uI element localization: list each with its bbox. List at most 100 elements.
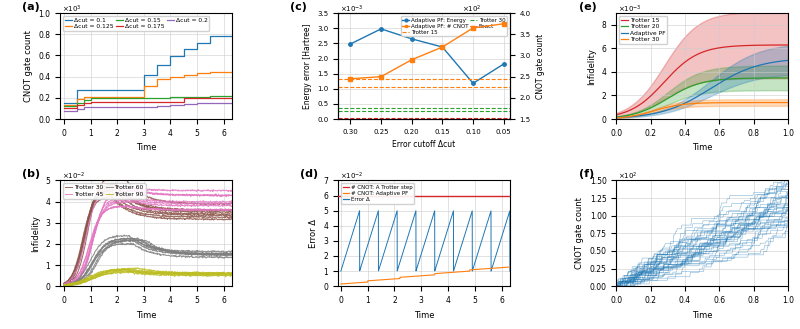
- Trotter 15: [713, 46, 722, 50]
- Text: $\times10^3$: $\times10^3$: [62, 3, 82, 14]
- Δcut = 0.2: [73, 107, 82, 111]
- Line: Trotter 20: Trotter 20: [616, 78, 788, 117]
- Δcut = 0.2: [59, 109, 69, 113]
- Δcut = 0.125: [152, 77, 162, 81]
- Trotter 60: [114, 242, 124, 246]
- Δcut = 0.125: [219, 70, 229, 74]
- Text: (f): (f): [578, 169, 594, 179]
- Legend: # CNOT: A Trotter step, # CNOT: Adaptive PF, Error Δ: # CNOT: A Trotter step, # CNOT: Adaptive…: [341, 183, 414, 204]
- Text: $\times10^{2}$: $\times10^{2}$: [618, 170, 638, 182]
- Δcut = 0.175: [219, 96, 229, 100]
- Y-axis label: CNOT gate count: CNOT gate count: [536, 34, 546, 99]
- Trotter 30: [611, 116, 621, 120]
- Δcut = 0.1: [192, 41, 202, 45]
- Δcut = 0.15: [79, 98, 89, 102]
- Line: Δcut = 0.2: Δcut = 0.2: [64, 103, 232, 111]
- Δcut = 0.175: [166, 100, 175, 104]
- Δcut = 0.1: [206, 35, 215, 38]
- Y-axis label: Infidelity: Infidelity: [587, 48, 596, 85]
- Trotter 60: [166, 254, 175, 258]
- Trotter 30: [111, 181, 121, 185]
- Trotter 45: [126, 206, 136, 210]
- Adaptive PF: [767, 61, 777, 64]
- Legend: Adaptive PF: Energy, Adaptive PF: # CNOT, Trotter 15, Trotter 30, Exact: Adaptive PF: Energy, Adaptive PF: # CNOT…: [401, 16, 507, 37]
- Trotter 30: [767, 101, 777, 105]
- Trotter 30: [713, 101, 722, 105]
- Trotter 20: [767, 76, 777, 80]
- Trotter 60: [129, 241, 138, 245]
- Trotter 15: [756, 43, 766, 47]
- Δcut = 0.15: [59, 104, 69, 108]
- Adaptive PF: [611, 116, 621, 120]
- Text: (b): (b): [22, 169, 40, 179]
- Δcut = 0.15: [139, 96, 149, 100]
- Trotter 60: [62, 284, 71, 288]
- Trotter 15: [783, 43, 793, 47]
- Line: Δcut = 0.1: Δcut = 0.1: [64, 37, 232, 103]
- Δcut = 0.2: [79, 105, 89, 109]
- Δcut = 0.175: [206, 96, 215, 100]
- Line: Δcut = 0.175: Δcut = 0.175: [64, 98, 232, 109]
- Trotter 15: [767, 43, 777, 47]
- Δcut = 0.125: [86, 95, 95, 99]
- Δcut = 0.175: [59, 107, 69, 111]
- Δcut = 0.125: [227, 70, 237, 74]
- X-axis label: Time: Time: [692, 143, 713, 152]
- Δcut = 0.125: [139, 84, 149, 88]
- Δcut = 0.1: [152, 63, 162, 67]
- Y-axis label: Infidelity: Infidelity: [31, 215, 40, 252]
- Adaptive PF: [714, 82, 723, 86]
- Δcut = 0.15: [179, 95, 189, 99]
- Δcut = 0.15: [86, 96, 95, 100]
- Trotter 20: [612, 115, 622, 119]
- Trotter 60: [227, 255, 237, 259]
- Adaptive PF: [783, 58, 793, 62]
- Δcut = 0.2: [219, 101, 229, 105]
- Trotter 90: [60, 284, 70, 288]
- Trotter 90: [59, 283, 69, 287]
- Trotter 45: [79, 260, 89, 264]
- Text: $\times10^{-3}$: $\times10^{-3}$: [340, 3, 363, 14]
- Trotter 20: [783, 76, 793, 80]
- Δcut = 0.1: [79, 88, 89, 92]
- Δcut = 0.15: [206, 94, 215, 98]
- Adaptive PF: [756, 63, 766, 67]
- Trotter 90: [227, 271, 237, 275]
- Δcut = 0.1: [179, 47, 189, 51]
- Trotter 45: [59, 283, 69, 287]
- Y-axis label: Energy error [Hartree]: Energy error [Hartree]: [302, 23, 312, 109]
- Trotter 30: [227, 208, 237, 212]
- Trotter 15: [717, 45, 726, 49]
- Trotter 45: [181, 208, 190, 212]
- Trotter 90: [181, 272, 190, 276]
- Δcut = 0.175: [152, 100, 162, 104]
- Trotter 30: [60, 282, 70, 286]
- Trotter 30: [182, 207, 191, 211]
- Legend: Trotter 30, Trotter 45, Trotter 60, Trotter 90: Trotter 30, Trotter 45, Trotter 60, Trot…: [63, 183, 146, 198]
- Δcut = 0.175: [192, 96, 202, 100]
- Δcut = 0.15: [126, 96, 135, 100]
- Line: Δcut = 0.125: Δcut = 0.125: [64, 72, 232, 105]
- Δcut = 0.2: [126, 105, 135, 109]
- Trotter 60: [181, 255, 190, 259]
- Δcut = 0.125: [179, 73, 189, 77]
- Δcut = 0.125: [113, 95, 122, 99]
- X-axis label: Error cutoff Δcut: Error cutoff Δcut: [392, 140, 456, 149]
- Line: Trotter 90: Trotter 90: [64, 268, 232, 286]
- Δcut = 0.2: [166, 103, 175, 107]
- Δcut = 0.15: [219, 94, 229, 98]
- Text: $\times10^{-2}$: $\times10^{-2}$: [340, 170, 363, 182]
- Δcut = 0.15: [192, 95, 202, 99]
- Δcut = 0.2: [139, 105, 149, 109]
- Δcut = 0.175: [79, 101, 89, 105]
- Trotter 15: [612, 113, 622, 116]
- Trotter 45: [182, 208, 191, 212]
- Y-axis label: Error Δ: Error Δ: [309, 219, 318, 248]
- Trotter 60: [126, 242, 136, 246]
- X-axis label: Time: Time: [135, 311, 156, 319]
- Trotter 60: [59, 284, 69, 288]
- Trotter 30: [612, 116, 622, 120]
- Line: Trotter 15: Trotter 15: [616, 45, 788, 115]
- Trotter 90: [118, 266, 127, 270]
- Δcut = 0.2: [206, 101, 215, 105]
